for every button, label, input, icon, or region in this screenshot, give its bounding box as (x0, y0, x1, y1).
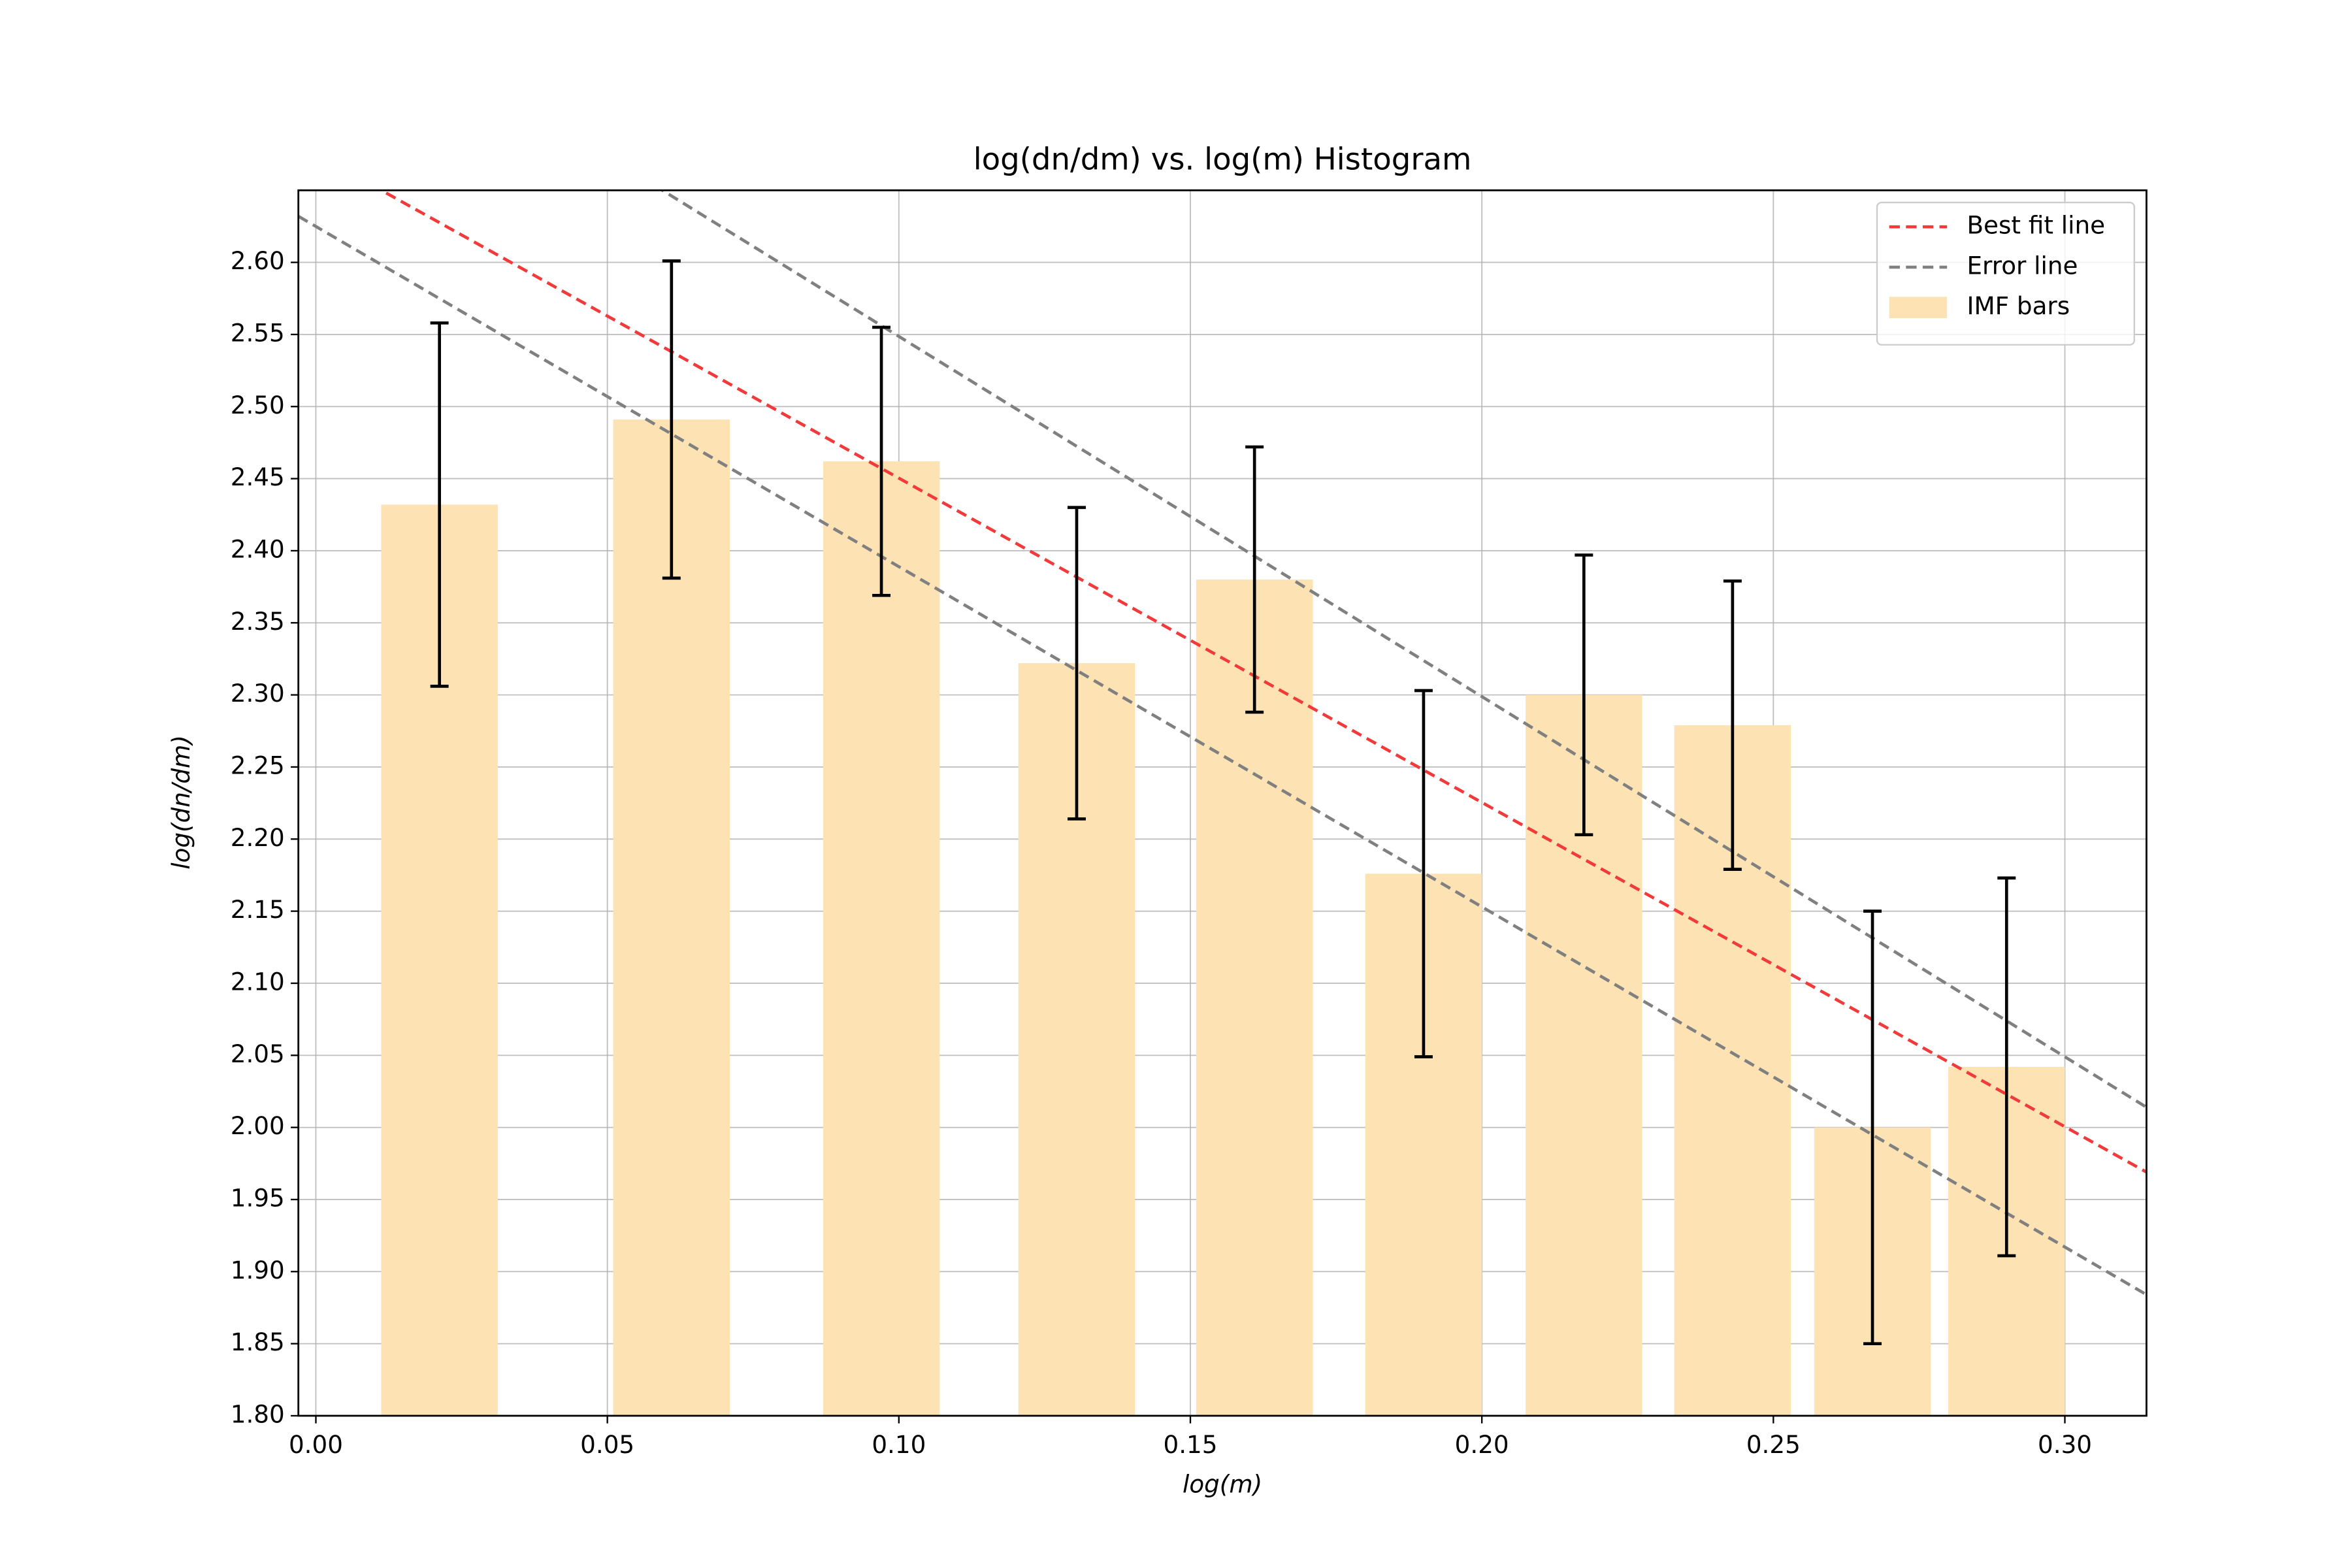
y-tick-label: 2.35 (231, 607, 285, 636)
y-tick-label: 2.05 (231, 1039, 285, 1068)
x-axis-label: log(m) (1183, 1470, 1262, 1499)
legend-label: Best fit line (1967, 211, 2105, 240)
plot-frame (297, 189, 2148, 1417)
fit-line (659, 190, 2147, 1109)
fit-line (378, 190, 2147, 1174)
legend-swatch (1889, 297, 1948, 318)
bar (1196, 580, 1313, 1416)
y-tick-label: 2.30 (231, 679, 285, 708)
y-tick-label: 2.20 (231, 823, 285, 852)
bar (613, 419, 730, 1416)
y-tick-label: 2.15 (231, 895, 285, 924)
y-tick-label: 1.90 (231, 1256, 285, 1284)
y-tick-label: 2.10 (231, 967, 285, 996)
plot-area (298, 190, 2147, 1416)
y-tick-label: 2.00 (231, 1111, 285, 1140)
y-tick-label: 2.45 (231, 463, 285, 491)
legend-label: Error line (1967, 251, 2078, 280)
y-tick-label: 2.40 (231, 534, 285, 563)
chart-title: log(dn/dm) vs. log(m) Histogram (973, 141, 1472, 176)
bar (823, 461, 940, 1416)
x-tick-label: 0.00 (289, 1430, 343, 1459)
x-tick-label: 0.15 (1163, 1430, 1217, 1459)
y-tick-label: 1.80 (231, 1399, 285, 1428)
y-tick-label: 1.95 (231, 1183, 285, 1212)
y-tick-label: 1.85 (231, 1328, 285, 1356)
x-tick-label: 0.20 (1455, 1430, 1509, 1459)
y-tick-label: 2.50 (231, 391, 285, 419)
x-tick-label: 0.10 (872, 1430, 926, 1459)
y-tick-label: 2.55 (231, 318, 285, 347)
x-tick-label: 0.30 (2038, 1430, 2092, 1459)
x-tick-label: 0.25 (1746, 1430, 1801, 1459)
y-tick-label: 2.25 (231, 751, 285, 779)
fit-line (298, 214, 2147, 1296)
y-tick-label: 2.60 (231, 246, 285, 275)
y-axis-label: log(dn/dm) (167, 735, 195, 870)
legend-label: IMF bars (1967, 291, 2070, 320)
x-tick-label: 0.05 (580, 1430, 634, 1459)
